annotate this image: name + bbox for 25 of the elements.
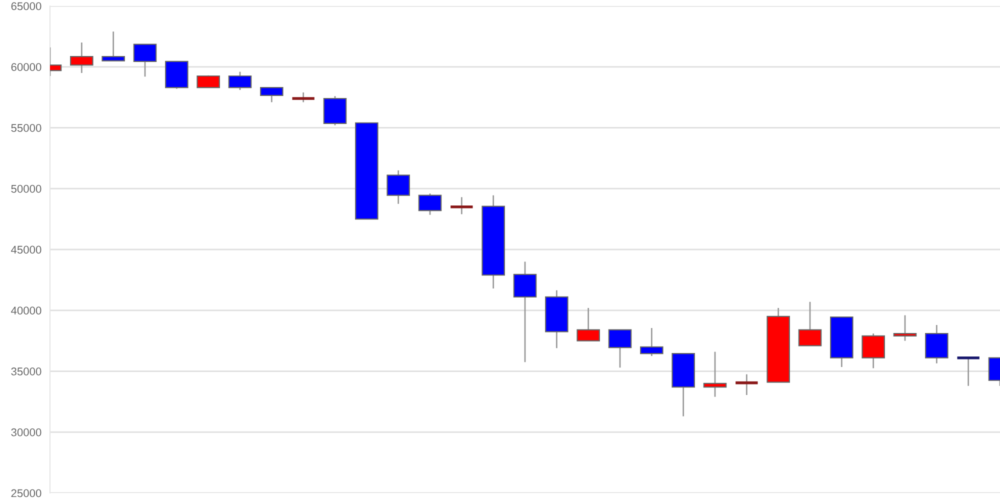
candlestick [576, 307, 600, 342]
y-tick-label: 50000 [11, 184, 42, 193]
candlestick [196, 74, 220, 88]
candlestick [70, 42, 94, 74]
y-tick-label: 55000 [11, 124, 42, 132]
candlestick [798, 301, 822, 346]
y-tick-label: 30000 [11, 428, 42, 436]
y-tick-label: 60000 [11, 63, 42, 72]
candlestick [862, 332, 885, 369]
candlestick [102, 30, 125, 62]
y-tick-label: 65000 [11, 2, 42, 10]
y-tick-label: 40000 [11, 306, 42, 315]
y-tick-label: 45000 [11, 246, 42, 254]
candlestick [893, 314, 917, 342]
candlestick [386, 170, 410, 205]
candlestick [640, 327, 664, 357]
y-tick-label: 25000 [11, 489, 42, 498]
candlestick [228, 71, 252, 91]
y-tick-label: 35000 [11, 368, 42, 376]
candlestick [608, 329, 632, 368]
candlestick [133, 44, 157, 78]
candlestick [513, 260, 537, 363]
candlestick [260, 86, 284, 103]
candlestick [703, 351, 727, 398]
candlestick [418, 192, 442, 216]
